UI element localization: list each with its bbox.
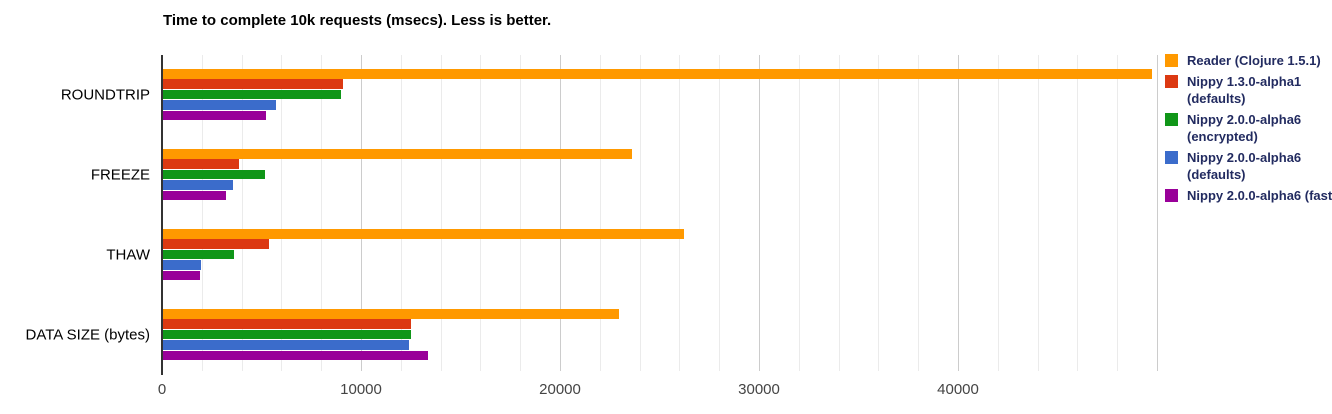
category-label: DATA SIZE (bytes) [25, 326, 150, 344]
x-tick-label: 0 [157, 381, 167, 398]
legend-swatch-icon [1165, 113, 1178, 126]
x-tick-label: 40000 [937, 381, 979, 398]
bar-thaw-series-2[interactable] [163, 249, 235, 260]
bar-roundtrip-series-0[interactable] [163, 69, 1153, 79]
y-axis-line [161, 55, 163, 375]
bar-thaw-series-3[interactable] [163, 260, 201, 270]
major-gridline-30000 [759, 55, 760, 371]
bar-roundtrip-series-2[interactable] [163, 89, 342, 100]
minor-gridline-2000 [201, 55, 203, 371]
minor-gridline-14000 [440, 55, 442, 371]
major-gridline-40000 [958, 55, 959, 371]
bar-data-size-bytes-series-3[interactable] [163, 340, 409, 350]
minor-gridline-38000 [918, 55, 920, 371]
plot-area [162, 55, 1158, 371]
legend-entry-4: Nippy 2.0.0-alpha6 (fast) [1165, 187, 1332, 204]
bar-data-size-bytes-series-4[interactable] [163, 350, 429, 361]
minor-gridline-36000 [878, 55, 880, 371]
minor-gridline-32000 [798, 55, 800, 371]
bar-freeze-series-0[interactable] [163, 149, 633, 159]
legend-label: Reader (Clojure 1.5.1) [1187, 53, 1321, 68]
minor-gridline-44000 [1037, 55, 1039, 371]
legend-swatch-icon [1165, 189, 1178, 202]
legend-label: Nippy 2.0.0-alpha6 (defaults) [1187, 150, 1302, 182]
minor-gridline-26000 [679, 55, 681, 371]
bar-data-size-bytes-series-1[interactable] [163, 319, 411, 329]
minor-gridline-18000 [520, 55, 522, 371]
legend-label: Nippy 2.0.0-alpha6 (encrypted) [1187, 112, 1302, 144]
bar-freeze-series-3[interactable] [163, 180, 234, 190]
category-label: FREEZE [90, 166, 150, 184]
bar-roundtrip-series-4[interactable] [163, 110, 267, 121]
bar-data-size-bytes-series-2[interactable] [163, 329, 412, 340]
bar-freeze-series-2[interactable] [163, 169, 266, 180]
x-tick-label: 30000 [738, 381, 780, 398]
minor-gridline-12000 [400, 55, 402, 371]
bar-freeze-series-1[interactable] [163, 159, 240, 169]
minor-gridline-8000 [321, 55, 323, 371]
major-gridline-50000 [1157, 55, 1158, 371]
minor-gridline-6000 [281, 55, 283, 371]
legend-label: Nippy 2.0.0-alpha6 (fast) [1187, 188, 1332, 203]
legend-swatch-icon [1165, 54, 1178, 67]
legend-label: Nippy 1.3.0-alpha1 (defaults) [1187, 74, 1302, 106]
bar-freeze-series-4[interactable] [163, 190, 227, 201]
legend-entry-1: Nippy 1.3.0-alpha1 (defaults) [1165, 73, 1332, 107]
minor-gridline-42000 [997, 55, 999, 371]
major-gridline-20000 [560, 55, 561, 371]
minor-gridline-22000 [599, 55, 601, 371]
x-tick-label: 20000 [539, 381, 581, 398]
bar-roundtrip-series-3[interactable] [163, 100, 277, 110]
chart-title: Time to complete 10k requests (msecs). L… [163, 12, 552, 29]
minor-gridline-28000 [719, 55, 721, 371]
major-gridline-10000 [361, 55, 362, 371]
legend-swatch-icon [1165, 75, 1178, 88]
legend-entry-3: Nippy 2.0.0-alpha6 (defaults) [1165, 149, 1332, 183]
bar-data-size-bytes-series-0[interactable] [163, 309, 620, 319]
category-label: THAW [106, 246, 150, 264]
bar-thaw-series-4[interactable] [163, 270, 200, 281]
legend-swatch-icon [1165, 151, 1178, 164]
category-label: ROUNDTRIP [60, 86, 150, 104]
category-axis: ROUNDTRIP FREEZE THAW DATA SIZE (bytes) [0, 0, 150, 414]
legend-entry-2: Nippy 2.0.0-alpha6 (encrypted) [1165, 111, 1332, 145]
minor-gridline-46000 [1077, 55, 1079, 371]
minor-gridline-16000 [480, 55, 482, 371]
bar-roundtrip-series-1[interactable] [163, 79, 343, 89]
x-tick-label: 10000 [340, 381, 382, 398]
minor-gridline-48000 [1117, 55, 1119, 371]
bar-thaw-series-0[interactable] [163, 229, 684, 239]
bar-thaw-series-1[interactable] [163, 239, 269, 249]
minor-gridline-34000 [838, 55, 840, 371]
legend: Reader (Clojure 1.5.1) Nippy 1.3.0-alpha1… [1165, 52, 1332, 204]
minor-gridline-4000 [241, 55, 243, 371]
minor-gridline-24000 [639, 55, 641, 371]
legend-entry-0: Reader (Clojure 1.5.1) [1165, 52, 1332, 69]
x-axis: 0 10000 20000 30000 40000 [0, 381, 1332, 401]
